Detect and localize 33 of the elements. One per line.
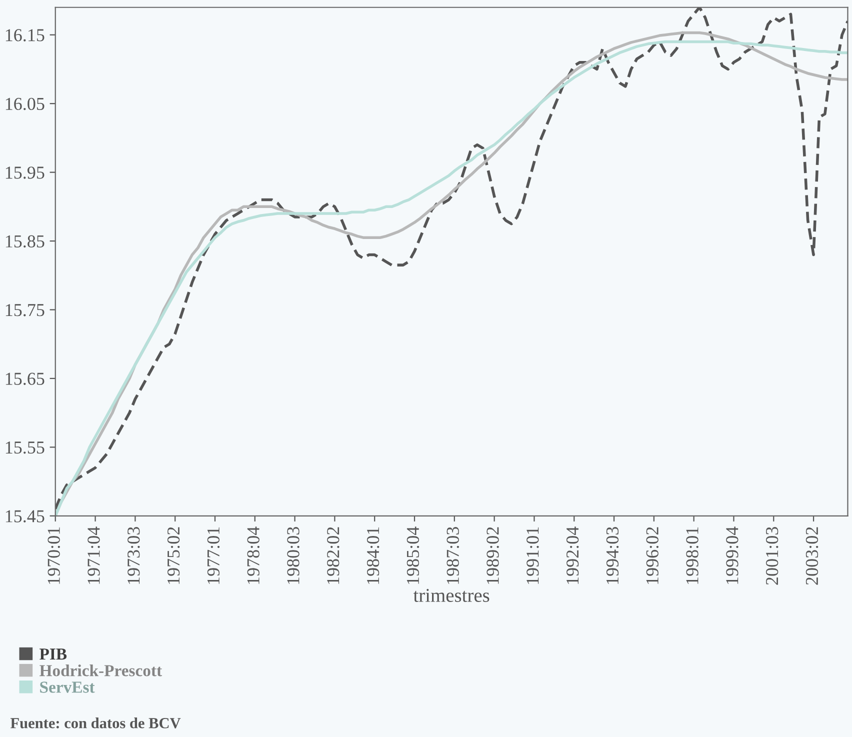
x-tick-label: 1973:03 <box>128 527 140 584</box>
x-tick-label: 1977:01 <box>207 527 220 584</box>
y-tick-label: 15.85 <box>6 235 44 248</box>
x-tick-label: 2001:03 <box>766 527 778 585</box>
y-tick-label: 16.15 <box>6 29 44 42</box>
x-tick-label: 1984:01 <box>366 527 380 584</box>
x-tick-label: 1982:02 <box>327 527 340 584</box>
x-axis-title: trimestres <box>413 588 490 602</box>
source-note: Fuente: con datos de BCV <box>10 718 181 728</box>
x-tick-label: 1970:01 <box>48 527 60 584</box>
x-tick-label: 1971:04 <box>88 526 100 584</box>
x-tick-label: 1998:01 <box>686 527 698 584</box>
x-tick-label: 1978:04 <box>247 526 260 584</box>
x-tick-label: 1980:03 <box>287 527 300 584</box>
legend-label: PIB <box>40 648 67 660</box>
x-tick-label: 1985:04 <box>406 526 420 584</box>
x-tick-label: 1989:02 <box>486 527 499 584</box>
y-tick-label: 15.55 <box>6 442 44 454</box>
x-tick-label: 1992:04 <box>566 526 579 584</box>
y-tick-label: 16.05 <box>6 98 44 110</box>
y-tick-label: 15.75 <box>6 304 44 316</box>
x-tick-label: 1991:01 <box>526 527 539 584</box>
y-tick-label: 15.95 <box>6 166 44 179</box>
x-tick-label: 2003:02 <box>806 527 818 585</box>
x-tick-label: 1996:02 <box>646 527 659 584</box>
x-tick-label: 1994:03 <box>606 527 619 584</box>
x-tick-label: 1987:03 <box>446 527 460 584</box>
x-tick-label: 1975:02 <box>167 527 180 584</box>
legend-label: Hodrick-Prescott <box>40 664 162 676</box>
legend-label: ServEst <box>40 682 95 693</box>
y-tick-label: 15.65 <box>6 372 44 385</box>
y-tick-label: 15.45 <box>6 510 44 522</box>
x-tick-label: 1999:04 <box>726 526 738 584</box>
